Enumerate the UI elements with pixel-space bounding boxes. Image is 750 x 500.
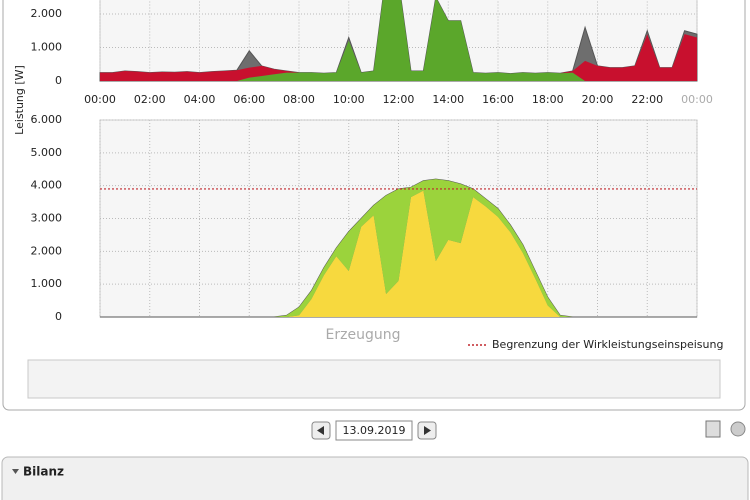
y-tick-label: 1.000 bbox=[31, 41, 63, 54]
x-tick-label: 06:00 bbox=[233, 93, 265, 106]
x-tick-label: 12:00 bbox=[383, 93, 415, 106]
area bbox=[100, 0, 697, 81]
y-tick-label: 0 bbox=[55, 74, 62, 87]
x-tick-label: 20:00 bbox=[582, 93, 614, 106]
area bbox=[100, 0, 697, 81]
date-text: 13.09.2019 bbox=[343, 424, 406, 437]
panel-title: Bilanz bbox=[23, 465, 64, 479]
y-tick-label: 0 bbox=[55, 310, 62, 323]
legend bbox=[27, 359, 721, 399]
collapse-icon bbox=[12, 469, 19, 474]
x-tick-label: 00:00 bbox=[681, 93, 713, 106]
area bbox=[100, 190, 697, 317]
export-icon[interactable] bbox=[705, 420, 721, 438]
y-tick-label: 5.000 bbox=[31, 146, 63, 159]
date-field[interactable] bbox=[335, 420, 413, 441]
chart-label: Erzeugung bbox=[326, 327, 401, 343]
prev-icon bbox=[317, 426, 324, 435]
x-tick-label: 16:00 bbox=[482, 93, 514, 106]
settings-icon[interactable] bbox=[730, 421, 746, 437]
x-tick-label: 14:00 bbox=[432, 93, 464, 106]
y-tick-label: 1.000 bbox=[31, 277, 63, 290]
y-tick-label: 2.000 bbox=[31, 7, 63, 20]
x-tick-label: 02:00 bbox=[134, 93, 166, 106]
x-tick-label: 08:00 bbox=[283, 93, 315, 106]
y-axis-label: Leistung [W] bbox=[13, 65, 26, 135]
y-tick-label: 3.000 bbox=[31, 212, 63, 225]
x-tick-label: 18:00 bbox=[532, 93, 564, 106]
y-tick-label: 4.000 bbox=[31, 179, 63, 192]
limit-legend-label: Begrenzung der Wirkleistungseinspeisung bbox=[492, 338, 723, 351]
next-icon bbox=[424, 426, 431, 435]
y-tick-label: 6.000 bbox=[31, 113, 63, 126]
y-tick-label: 2.000 bbox=[31, 244, 63, 257]
x-tick-label: 22:00 bbox=[631, 93, 663, 106]
area bbox=[100, 179, 697, 317]
x-tick-label: 04:00 bbox=[184, 93, 216, 106]
x-tick-label: 10:00 bbox=[333, 93, 365, 106]
bilanz-panel[interactable] bbox=[1, 456, 749, 500]
x-tick-label: 00:00 bbox=[84, 93, 116, 106]
